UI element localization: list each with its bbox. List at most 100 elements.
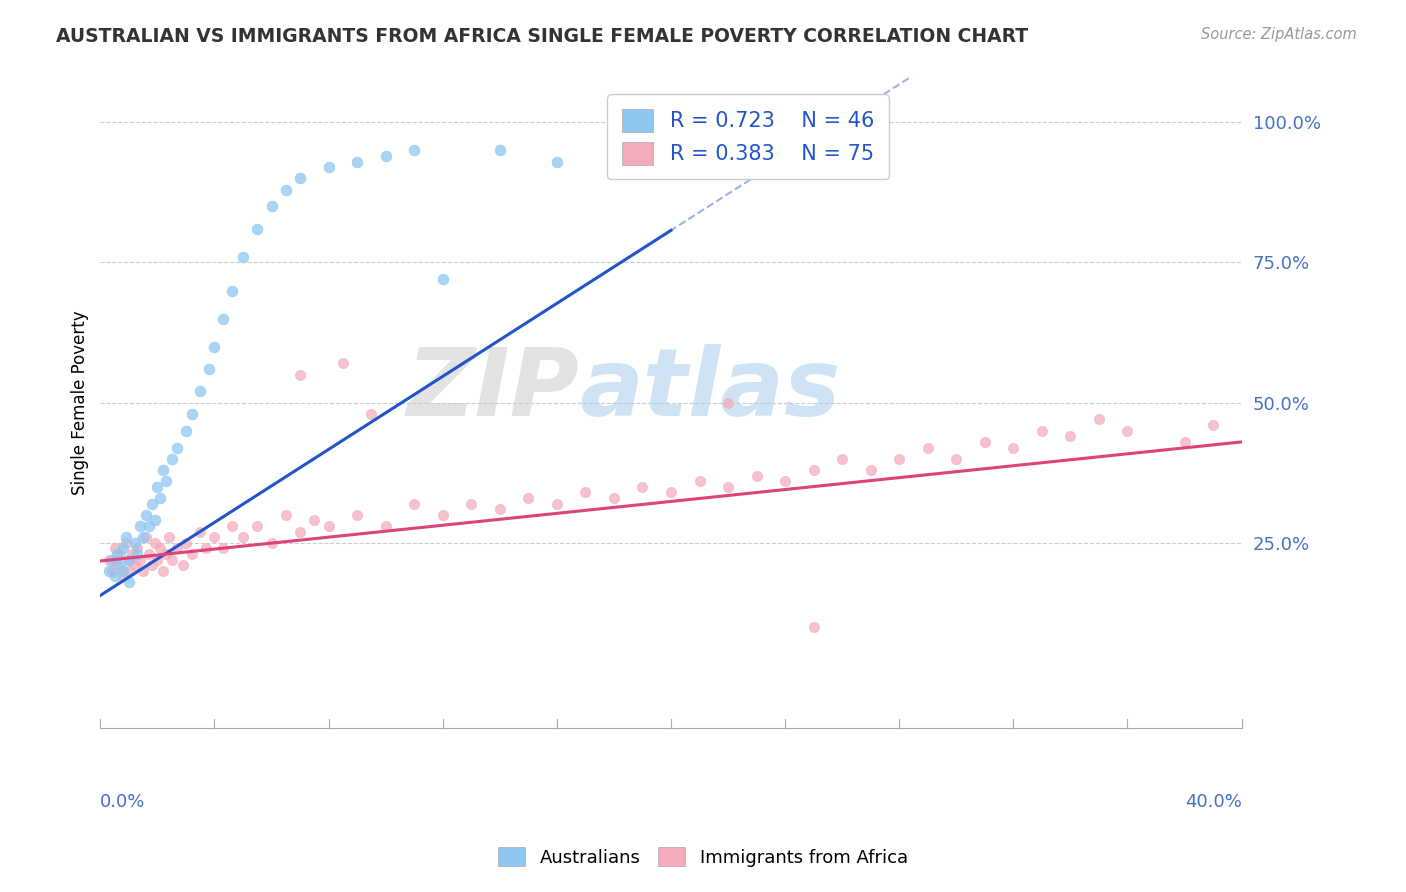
Point <box>152 463 174 477</box>
Point <box>246 222 269 236</box>
Point <box>155 547 177 561</box>
Point <box>546 154 568 169</box>
Point <box>232 250 254 264</box>
Point <box>118 575 141 590</box>
Point <box>1002 441 1025 455</box>
Point <box>118 552 141 566</box>
Point <box>112 541 135 556</box>
Point <box>288 524 311 539</box>
Point <box>107 547 129 561</box>
Point <box>141 497 163 511</box>
Point <box>180 547 202 561</box>
Point <box>603 491 626 505</box>
Point <box>404 144 426 158</box>
Point <box>146 480 169 494</box>
Point <box>574 485 596 500</box>
Point <box>172 558 194 573</box>
Point <box>138 547 160 561</box>
Point <box>288 368 311 382</box>
Point <box>945 451 967 466</box>
Point <box>246 519 269 533</box>
Point <box>115 530 138 544</box>
Point <box>132 530 155 544</box>
Point <box>121 547 143 561</box>
Point <box>304 513 326 527</box>
Point <box>197 362 219 376</box>
Text: AUSTRALIAN VS IMMIGRANTS FROM AFRICA SINGLE FEMALE POVERTY CORRELATION CHART: AUSTRALIAN VS IMMIGRANTS FROM AFRICA SIN… <box>56 27 1028 45</box>
Point <box>194 541 217 556</box>
Point <box>110 547 132 561</box>
Point <box>260 536 283 550</box>
Legend: Australians, Immigrants from Africa: Australians, Immigrants from Africa <box>491 840 915 874</box>
Point <box>104 569 127 583</box>
Point <box>803 463 825 477</box>
Point <box>432 272 454 286</box>
Point <box>332 356 354 370</box>
Point <box>188 524 211 539</box>
Point <box>138 519 160 533</box>
Point <box>659 144 682 158</box>
Point <box>221 284 243 298</box>
Point <box>188 384 211 399</box>
Point <box>460 497 482 511</box>
Point <box>149 541 172 556</box>
Point <box>831 451 853 466</box>
Point <box>180 407 202 421</box>
Point <box>135 508 157 522</box>
Legend: R = 0.723    N = 46, R = 0.383    N = 75: R = 0.723 N = 46, R = 0.383 N = 75 <box>607 95 889 179</box>
Point <box>174 536 197 550</box>
Point <box>135 530 157 544</box>
Point <box>1173 434 1195 449</box>
Point <box>1059 429 1081 443</box>
Point <box>488 502 510 516</box>
Point <box>132 564 155 578</box>
Text: 40.0%: 40.0% <box>1185 793 1241 811</box>
Point <box>204 530 226 544</box>
Point <box>166 441 188 455</box>
Point <box>318 160 340 174</box>
Point <box>107 558 129 573</box>
Point <box>160 451 183 466</box>
Point <box>288 171 311 186</box>
Point <box>889 451 911 466</box>
Point <box>149 491 172 505</box>
Point <box>127 541 149 556</box>
Point <box>1088 412 1111 426</box>
Point <box>146 552 169 566</box>
Point <box>143 513 166 527</box>
Point <box>100 552 122 566</box>
Point <box>1116 424 1139 438</box>
Point <box>143 536 166 550</box>
Point <box>166 541 188 556</box>
Y-axis label: Single Female Poverty: Single Female Poverty <box>72 310 89 495</box>
Point <box>274 183 297 197</box>
Point <box>129 519 152 533</box>
Point <box>204 340 226 354</box>
Point <box>717 154 740 169</box>
Point <box>118 564 141 578</box>
Point <box>717 480 740 494</box>
Point <box>141 558 163 573</box>
Point <box>803 620 825 634</box>
Point <box>546 497 568 511</box>
Point <box>859 463 882 477</box>
Point <box>212 311 235 326</box>
Text: Source: ZipAtlas.com: Source: ZipAtlas.com <box>1201 27 1357 42</box>
Point <box>488 144 510 158</box>
Point <box>124 536 146 550</box>
Point <box>221 519 243 533</box>
Point <box>1031 424 1053 438</box>
Point <box>717 395 740 409</box>
Point <box>112 569 135 583</box>
Point <box>631 480 654 494</box>
Point <box>212 541 235 556</box>
Point <box>374 519 396 533</box>
Point <box>97 552 120 566</box>
Point <box>260 199 283 213</box>
Text: 0.0%: 0.0% <box>100 793 146 811</box>
Point <box>360 407 382 421</box>
Text: atlas: atlas <box>579 343 841 435</box>
Point <box>160 552 183 566</box>
Point <box>104 541 127 556</box>
Point <box>118 552 141 566</box>
